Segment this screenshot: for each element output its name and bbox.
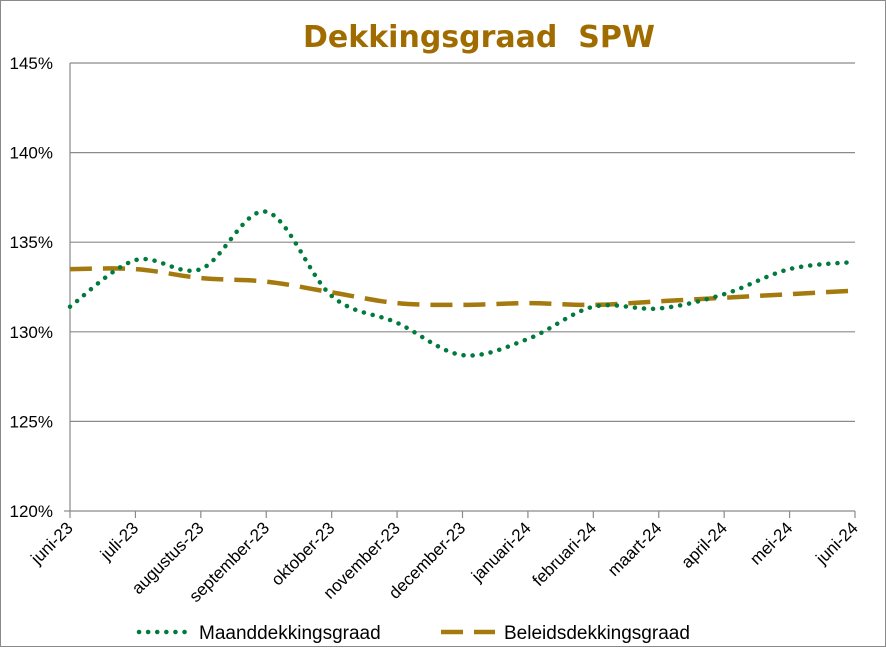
- grid-lines: [70, 62, 855, 422]
- x-tick-label: april-24: [677, 518, 731, 572]
- legend-label-beleidsdekkingsgraad: Beleidsdekkingsgraad: [504, 623, 690, 644]
- legend: Maanddekkingsgraad Beleidsdekkingsgraad: [136, 623, 690, 644]
- series-line-maanddekkingsgraad: [67, 209, 858, 358]
- x-tick-label: januari-24: [467, 518, 535, 586]
- axes: [64, 63, 856, 518]
- y-axis-tick-labels: 120% 125% 130% 135% 140% 145%: [10, 54, 53, 521]
- x-tick-label: maart-24: [604, 518, 666, 580]
- x-tick-label: juni-23: [27, 518, 77, 568]
- y-tick-label: 140%: [10, 144, 53, 163]
- x-tick-label: oktober-23: [268, 518, 339, 589]
- y-tick-label: 120%: [10, 502, 53, 521]
- y-tick-label: 125%: [10, 412, 53, 431]
- y-tick-label: 145%: [10, 54, 53, 73]
- x-tick-label: juni-24: [812, 518, 862, 568]
- y-tick-label: 130%: [10, 323, 53, 342]
- series-line-beleidsdekkingsgraad: [69, 266, 856, 308]
- series-lines: [67, 209, 858, 358]
- x-axis-tick-labels: juni-23 juli-23augustus-23september-23okt…: [27, 518, 862, 606]
- x-tick-label: februari-24: [529, 518, 601, 590]
- x-tick-label: mei-24: [746, 518, 796, 568]
- legend-label-maanddekkingsgraad: Maanddekkingsgraad: [199, 623, 381, 644]
- x-tick-label: juli-23: [96, 518, 142, 564]
- y-tick-label: 135%: [10, 233, 53, 252]
- chart-title: Dekkingsgraad SPW: [303, 20, 655, 55]
